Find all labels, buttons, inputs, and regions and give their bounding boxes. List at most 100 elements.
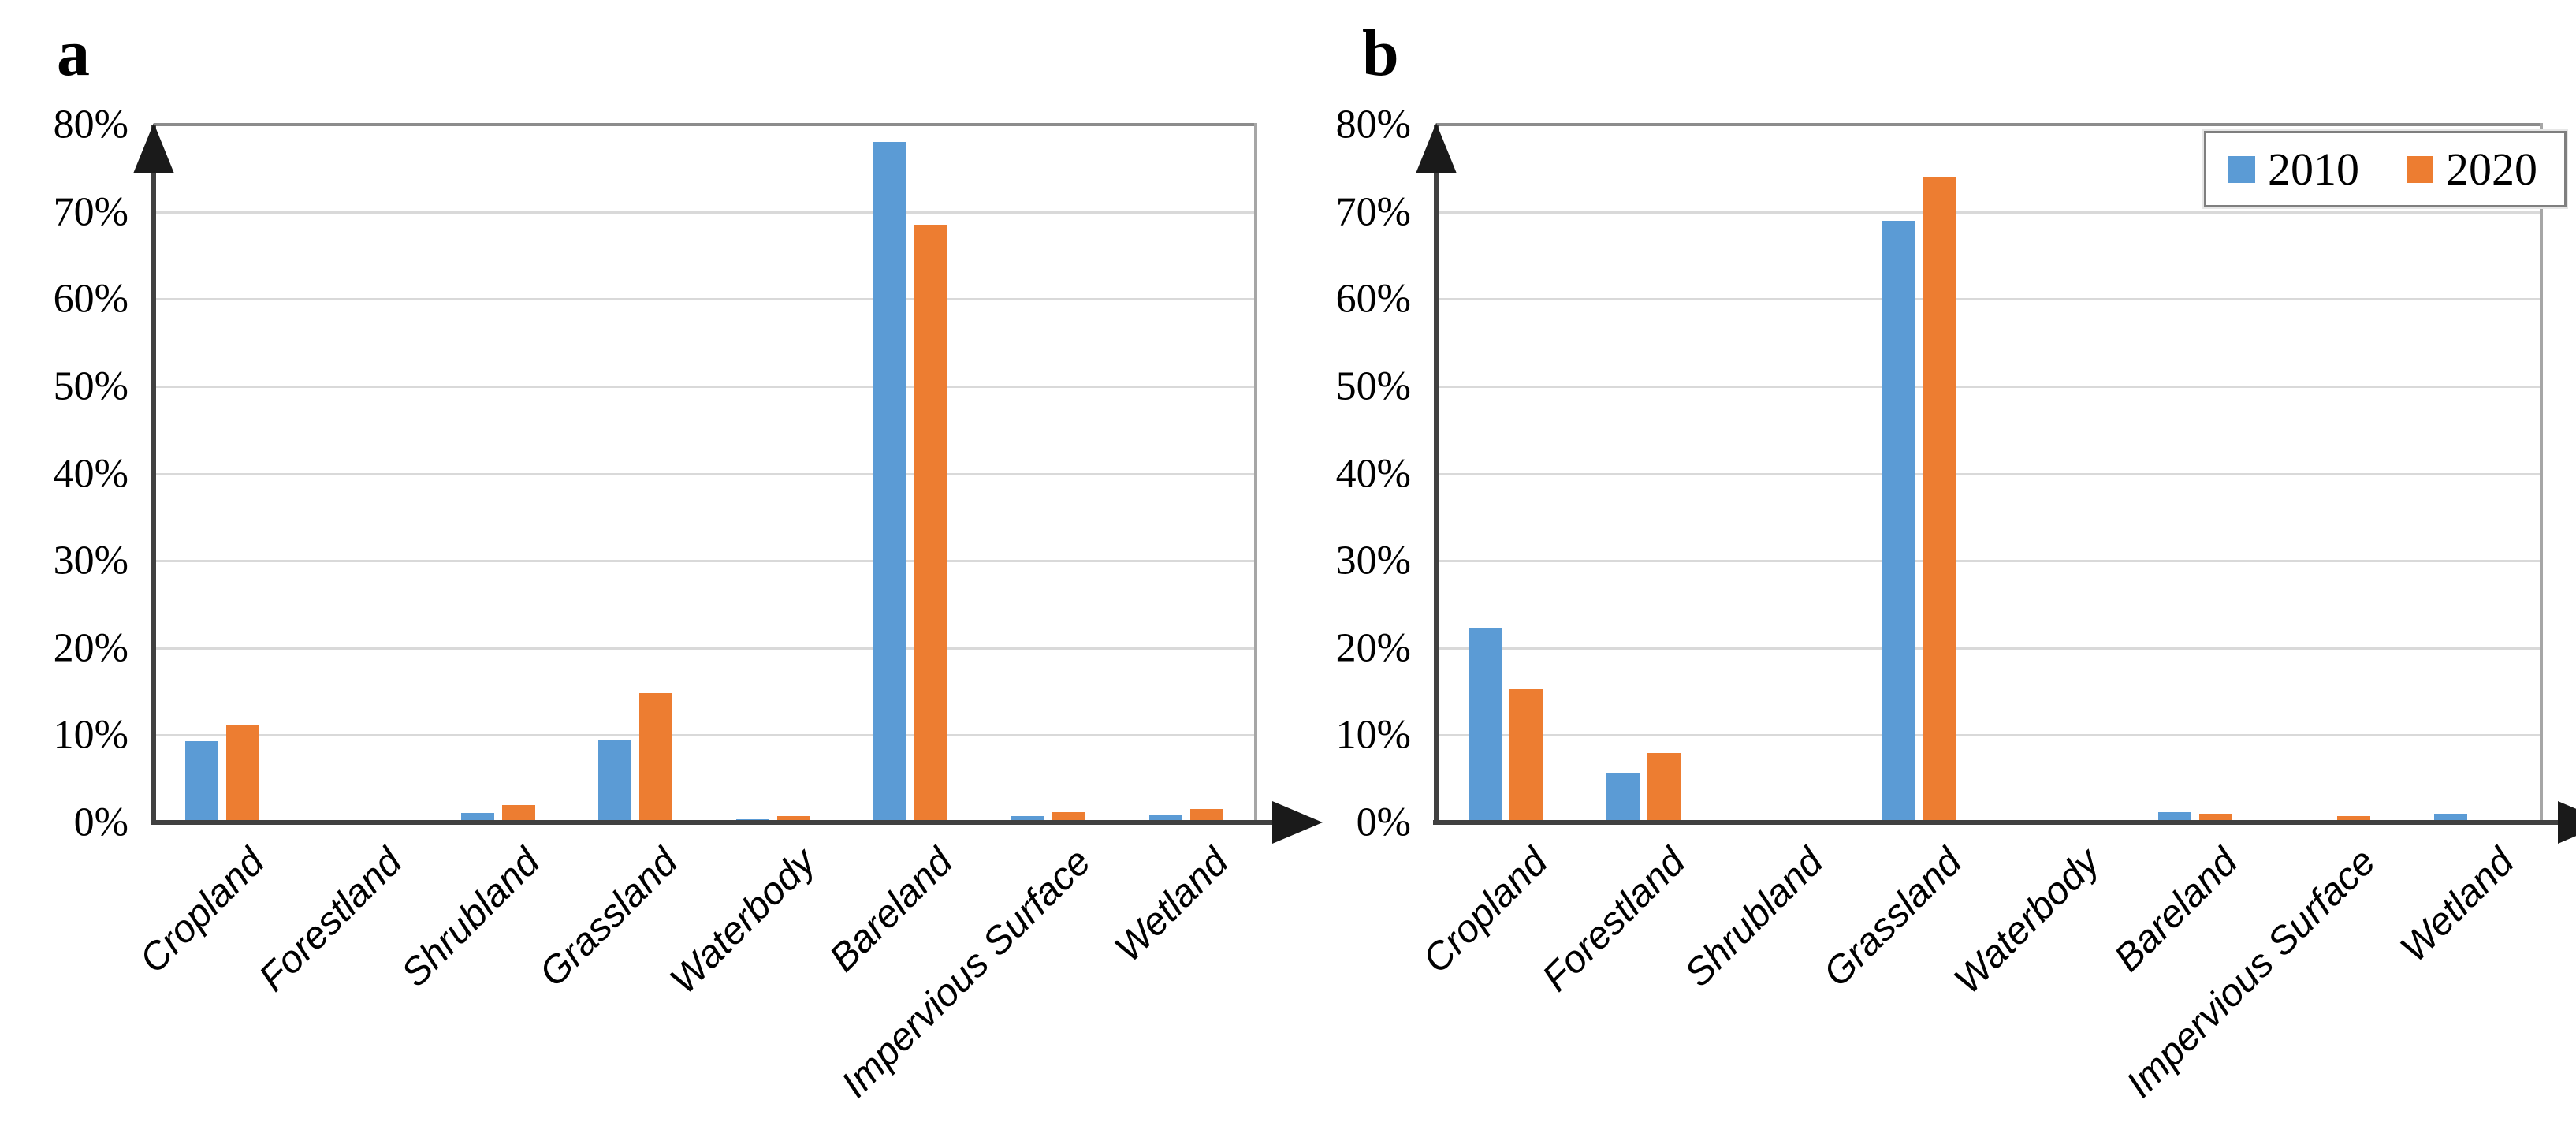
y-tick-label-40%: 40% bbox=[1335, 451, 1411, 496]
bar-group-cropland bbox=[1436, 125, 1574, 822]
bar-a-wetland-2010 bbox=[1148, 815, 1182, 822]
y-tick-label-20%: 20% bbox=[1335, 625, 1411, 671]
bar-a-cropland-2020 bbox=[226, 725, 260, 822]
x-category-label-forestland: Forestland bbox=[251, 840, 411, 1000]
panel-b-plot-area: 0% 10% 20% 30% 40% 50% 60% 70% 80% Cropland Forest… bbox=[1336, 103, 2576, 1105]
bar-group-wetland bbox=[1117, 125, 1255, 822]
bar-b-forestland-2020 bbox=[1647, 752, 1681, 822]
y-axis-line bbox=[151, 125, 156, 825]
bars-panel-b bbox=[1436, 125, 2541, 822]
plot-frame-right bbox=[1254, 123, 1257, 822]
bar-a-grassland-2010 bbox=[598, 740, 632, 822]
y-tick-label-80%: 80% bbox=[1335, 102, 1411, 147]
y-tick-label-0%: 0% bbox=[1356, 800, 1411, 845]
x-category-label-wetland: Wetland bbox=[1106, 840, 1237, 971]
x-category-label-forestland: Forestland bbox=[1534, 840, 1694, 1000]
legend-swatch-2020-icon bbox=[2407, 155, 2433, 183]
bar-group-grassland bbox=[567, 125, 705, 822]
x-category-label-impervious-surface: Impervious Surface bbox=[833, 840, 1099, 1106]
x-axis-arrow-icon bbox=[1272, 801, 1323, 844]
y-tick-label-80%: 80% bbox=[53, 102, 128, 147]
x-category-label-shrubland: Shrubland bbox=[393, 840, 549, 995]
bar-group-waterbody bbox=[1989, 125, 2127, 822]
bar-a-bareland-2010 bbox=[873, 142, 907, 822]
plot-frame-top bbox=[154, 123, 1255, 126]
x-category-label-shrubland: Shrubland bbox=[1677, 840, 1832, 995]
bar-group-impervious-surface bbox=[980, 125, 1118, 822]
legend-item-2020: 2020 bbox=[2407, 143, 2537, 196]
gridline-50% bbox=[154, 385, 1255, 388]
bar-a-impervious-surface-2010 bbox=[1011, 816, 1045, 822]
legend-item-2010: 2010 bbox=[2228, 143, 2359, 196]
y-tick-label-40%: 40% bbox=[53, 451, 128, 496]
bar-b-impervious-surface-2020 bbox=[2337, 816, 2371, 822]
gridline-10% bbox=[154, 734, 1255, 737]
y-tick-label-70%: 70% bbox=[1335, 189, 1411, 235]
bar-group-waterbody bbox=[705, 125, 843, 822]
y-tick-label-20%: 20% bbox=[53, 625, 128, 671]
y-axis-arrow-icon bbox=[133, 123, 174, 173]
bar-b-bareland-2010 bbox=[2158, 811, 2192, 822]
x-category-label-impervious-surface: Impervious Surface bbox=[2118, 840, 2384, 1106]
bar-group-impervious-surface bbox=[2265, 125, 2403, 822]
bar-b-cropland-2010 bbox=[1468, 628, 1502, 822]
y-axis-line bbox=[1434, 125, 1439, 825]
bar-a-impervious-surface-2020 bbox=[1052, 811, 1086, 822]
y-tick-label-60%: 60% bbox=[53, 276, 128, 322]
y-axis-arrow-icon bbox=[1416, 123, 1457, 173]
bar-group-shrubland bbox=[1712, 125, 1850, 822]
x-category-label-bareland: Bareland bbox=[821, 840, 962, 980]
y-tick-label-70%: 70% bbox=[53, 189, 128, 235]
gridline-70% bbox=[154, 211, 1255, 214]
bar-a-bareland-2020 bbox=[914, 225, 948, 822]
legend: 2010 2020 bbox=[2202, 129, 2568, 209]
panel-a-plot-area: 0% 10% 20% 30% 40% 50% 60% 70% 80% Cropland Forest… bbox=[54, 103, 1323, 1105]
bar-group-forestland bbox=[1574, 125, 1712, 822]
x-category-label-bareland: Bareland bbox=[2106, 840, 2247, 980]
legend-label-2010: 2010 bbox=[2268, 144, 2359, 195]
gridline-60% bbox=[154, 298, 1255, 301]
gridline-20% bbox=[154, 647, 1255, 650]
x-category-label-cropland: Cropland bbox=[132, 840, 274, 982]
bar-a-cropland-2010 bbox=[185, 741, 219, 822]
bar-b-bareland-2020 bbox=[2199, 813, 2233, 822]
x-axis-line bbox=[151, 820, 1277, 825]
gridline-30% bbox=[154, 560, 1255, 563]
gridline-70% bbox=[1436, 211, 2541, 214]
bar-b-cropland-2020 bbox=[1509, 688, 1543, 822]
panel-a-letter: a bbox=[57, 17, 90, 90]
y-tick-label-50%: 50% bbox=[1335, 364, 1411, 409]
bar-b-grassland-2020 bbox=[1923, 177, 1956, 822]
x-category-label-waterbody: Waterbody bbox=[1945, 840, 2108, 1002]
bar-group-grassland bbox=[1850, 125, 1988, 822]
x-axis-arrow-icon bbox=[2558, 801, 2576, 844]
gridline-40% bbox=[1436, 472, 2541, 475]
gridline-40% bbox=[154, 472, 1255, 475]
bars-panel-a bbox=[154, 125, 1255, 822]
plot-frame-right bbox=[2540, 123, 2543, 822]
x-category-label-wetland: Wetland bbox=[2392, 840, 2522, 971]
y-tick-label-10%: 10% bbox=[53, 712, 128, 758]
plot-frame-top bbox=[1436, 123, 2541, 126]
y-tick-label-60%: 60% bbox=[1335, 276, 1411, 322]
bar-b-wetland-2010 bbox=[2434, 813, 2468, 822]
bar-group-bareland bbox=[842, 125, 980, 822]
gridline-20% bbox=[1436, 647, 2541, 650]
bar-a-shrubland-2010 bbox=[460, 812, 494, 822]
legend-swatch-2010-icon bbox=[2228, 155, 2255, 183]
y-tick-label-0%: 0% bbox=[73, 800, 128, 845]
bar-b-forestland-2010 bbox=[1606, 772, 1640, 822]
gridline-10% bbox=[1436, 734, 2541, 737]
gridline-30% bbox=[1436, 560, 2541, 563]
bar-b-grassland-2010 bbox=[1882, 220, 1915, 822]
y-tick-label-50%: 50% bbox=[53, 364, 128, 409]
panel-b-letter: b bbox=[1362, 17, 1399, 90]
bar-a-waterbody-2020 bbox=[776, 816, 810, 822]
gridline-60% bbox=[1436, 298, 2541, 301]
x-axis-line bbox=[1433, 820, 2563, 825]
y-tick-label-10%: 10% bbox=[1335, 712, 1411, 758]
x-category-label-waterbody: Waterbody bbox=[661, 840, 824, 1002]
gridline-50% bbox=[1436, 385, 2541, 388]
bar-group-wetland bbox=[2403, 125, 2541, 822]
